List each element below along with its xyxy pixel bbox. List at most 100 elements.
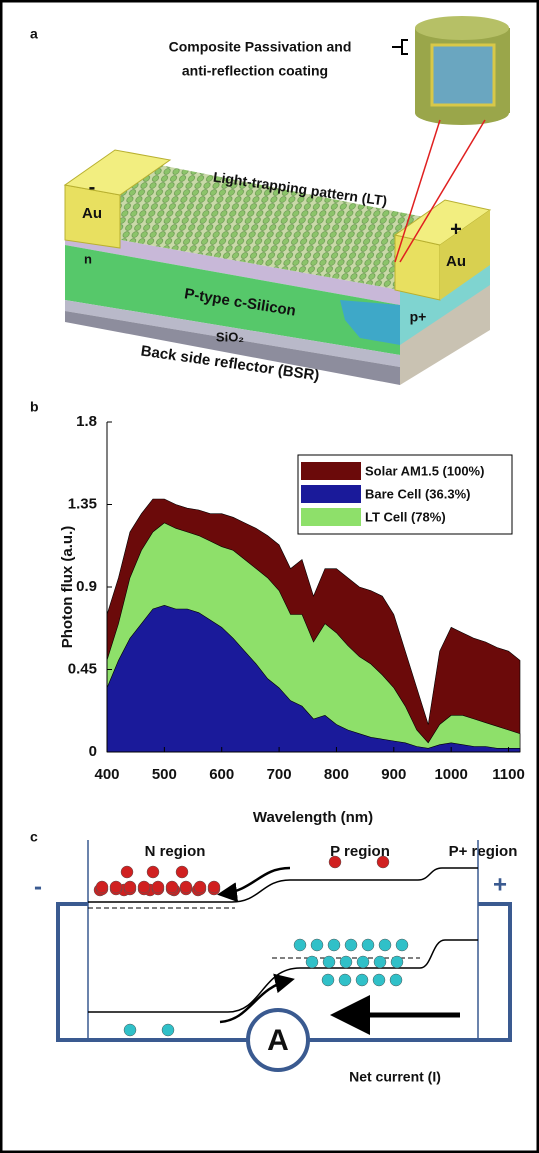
au-right-side: [440, 210, 490, 300]
n-layer: [65, 230, 400, 305]
au-right: [394, 234, 441, 301]
lt-surface: [65, 165, 490, 290]
carrier: [293, 938, 307, 952]
carrier: [390, 955, 404, 969]
x-tick-label: 400: [94, 766, 119, 783]
carrier: [322, 955, 336, 969]
carrier: [327, 938, 341, 952]
oxide-label: SiO₂: [216, 329, 244, 344]
x-tick-label: 1100: [492, 766, 525, 783]
carriers: [93, 855, 409, 1037]
carrier: [123, 1023, 137, 1037]
contact-metal: Au: [446, 253, 466, 270]
bsr: [65, 311, 400, 385]
carrier: [193, 880, 207, 894]
carrier: [175, 865, 189, 879]
conduction-band: [88, 867, 478, 903]
n-label: n: [84, 251, 92, 266]
area: [106, 605, 521, 753]
legend-swatch: [301, 508, 361, 526]
carrier: [146, 865, 160, 879]
carrier: [378, 938, 392, 952]
carrier: [207, 880, 221, 894]
ammeter: [246, 1008, 310, 1072]
carrier: [373, 955, 387, 969]
carrier: [165, 880, 179, 894]
region-label: P region: [330, 843, 390, 860]
x-tick-label: 600: [209, 766, 234, 783]
carrier: [321, 973, 335, 987]
legend-label: LT Cell (78%): [365, 509, 446, 524]
x-tick-label: 500: [152, 766, 177, 783]
au-left-top: [63, 149, 172, 196]
contact-sign: +: [450, 218, 462, 240]
x-tick-label: 1000: [434, 766, 467, 783]
inset-top: [415, 16, 509, 40]
y-tick-label: 0.9: [76, 578, 97, 595]
oxide: [65, 300, 400, 367]
coating-label: Composite Passivation and: [169, 39, 352, 55]
carrier: [109, 880, 123, 894]
hole-arrow: [219, 973, 295, 1024]
carrier: [137, 880, 151, 894]
carrier: [344, 938, 358, 952]
inset-core: [430, 43, 496, 107]
carrier: [339, 955, 353, 969]
carrier: [179, 880, 193, 894]
y-tick-label: 0.45: [68, 660, 97, 677]
x-tick-label: 800: [324, 766, 349, 783]
legend-label: Bare Cell (36.3%): [365, 486, 471, 501]
carrier: [395, 938, 409, 952]
panel-a: a Composite Passivation and anti-reflect…: [30, 16, 510, 385]
carrier: [120, 865, 134, 879]
negative-terminal: -: [34, 873, 42, 900]
zoom-line: [399, 119, 486, 263]
bracket: [392, 39, 408, 55]
carrier: [355, 973, 369, 987]
inset-bottom: [415, 101, 509, 125]
zoom-line: [394, 119, 441, 263]
positive-terminal: +: [493, 871, 507, 898]
y-axis-label: Photon flux (a.u.): [59, 526, 76, 648]
silicon: [65, 245, 400, 355]
circuit: [56, 902, 512, 1042]
legend-label: Solar AM1.5 (100%): [365, 463, 484, 478]
region-label: N region: [145, 843, 206, 860]
region-label: P+ region: [449, 843, 518, 860]
y-tick-label: 0: [89, 743, 97, 760]
legend-swatch: [301, 462, 361, 480]
panel-label: b: [30, 399, 39, 415]
current-label: Net current (I): [349, 1069, 441, 1085]
carrier: [123, 880, 137, 894]
panel-c: c N region P region P+ region A - + Net …: [30, 829, 517, 1085]
carrier: [361, 938, 375, 952]
x-tick-label: 900: [381, 766, 406, 783]
carrier: [389, 973, 403, 987]
carrier: [161, 1023, 175, 1037]
p-plus: [340, 300, 400, 345]
carrier: [328, 855, 342, 869]
ammeter-label: A: [267, 1024, 289, 1057]
x-axis-label: Wavelength (nm): [253, 809, 373, 826]
contact-metal: Au: [82, 205, 102, 222]
carrier: [338, 973, 352, 987]
electron-arrow: [217, 866, 291, 903]
carrier: [356, 955, 370, 969]
carrier: [95, 880, 109, 894]
panel-label: c: [30, 829, 38, 845]
x-tick-label: 700: [267, 766, 292, 783]
panel-label: a: [30, 26, 38, 42]
carrier: [376, 855, 390, 869]
contact-sign: -: [89, 176, 96, 198]
panel-b: b Wavelength (nm) Photon flux (a.u.) 0 0.…: [30, 399, 525, 826]
p-plus-label: p+: [410, 309, 427, 325]
y-tick-label: 1.8: [76, 413, 97, 430]
carrier: [372, 973, 386, 987]
carrier: [305, 955, 319, 969]
coating-label: anti-reflection coating: [182, 63, 328, 79]
carrier: [151, 880, 165, 894]
y-tick-label: 1.35: [68, 495, 97, 512]
legend-swatch: [301, 485, 361, 503]
carrier: [310, 938, 324, 952]
